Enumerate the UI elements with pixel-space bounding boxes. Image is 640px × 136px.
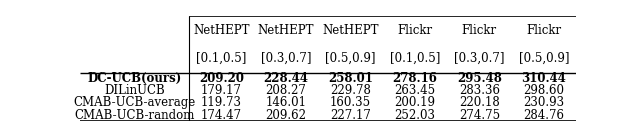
Text: CMAB-UCB-random: CMAB-UCB-random (74, 109, 195, 122)
Text: 200.19: 200.19 (394, 96, 435, 109)
Text: NetHEPT: NetHEPT (193, 24, 250, 37)
Text: 274.75: 274.75 (459, 109, 500, 122)
Text: DILinUCB: DILinUCB (104, 84, 165, 97)
Text: 263.45: 263.45 (394, 84, 435, 97)
Text: 258.01: 258.01 (328, 72, 372, 85)
Text: [0.1,0.5]: [0.1,0.5] (390, 52, 440, 65)
Text: NetHEPT: NetHEPT (257, 24, 314, 37)
Text: 229.78: 229.78 (330, 84, 371, 97)
Text: Flickr: Flickr (526, 24, 561, 37)
Text: 209.20: 209.20 (199, 72, 244, 85)
Text: [0.1,0.5]: [0.1,0.5] (196, 52, 246, 65)
Text: [0.3,0.7]: [0.3,0.7] (454, 52, 504, 65)
Text: 283.36: 283.36 (459, 84, 500, 97)
Text: 119.73: 119.73 (201, 96, 242, 109)
Text: 209.62: 209.62 (266, 109, 307, 122)
Text: NetHEPT: NetHEPT (322, 24, 379, 37)
Text: 220.18: 220.18 (459, 96, 500, 109)
Text: Flickr: Flickr (397, 24, 433, 37)
Text: 284.76: 284.76 (524, 109, 564, 122)
Text: DC-UCB(ours): DC-UCB(ours) (88, 72, 182, 85)
Text: 228.44: 228.44 (263, 72, 308, 85)
Text: 252.03: 252.03 (394, 109, 435, 122)
Text: 310.44: 310.44 (522, 72, 566, 85)
Text: 208.27: 208.27 (266, 84, 307, 97)
Text: CMAB-UCB-average: CMAB-UCB-average (74, 96, 196, 109)
Text: 230.93: 230.93 (523, 96, 564, 109)
Text: 174.47: 174.47 (201, 109, 242, 122)
Text: 227.17: 227.17 (330, 109, 371, 122)
Text: 160.35: 160.35 (330, 96, 371, 109)
Text: Flickr: Flickr (461, 24, 497, 37)
Text: 278.16: 278.16 (392, 72, 437, 85)
Text: [0.5,0.9]: [0.5,0.9] (518, 52, 569, 65)
Text: [0.5,0.9]: [0.5,0.9] (325, 52, 376, 65)
Text: 298.60: 298.60 (524, 84, 564, 97)
Text: 146.01: 146.01 (266, 96, 307, 109)
Text: [0.3,0.7]: [0.3,0.7] (260, 52, 311, 65)
Text: 295.48: 295.48 (457, 72, 502, 85)
Text: 179.17: 179.17 (201, 84, 242, 97)
